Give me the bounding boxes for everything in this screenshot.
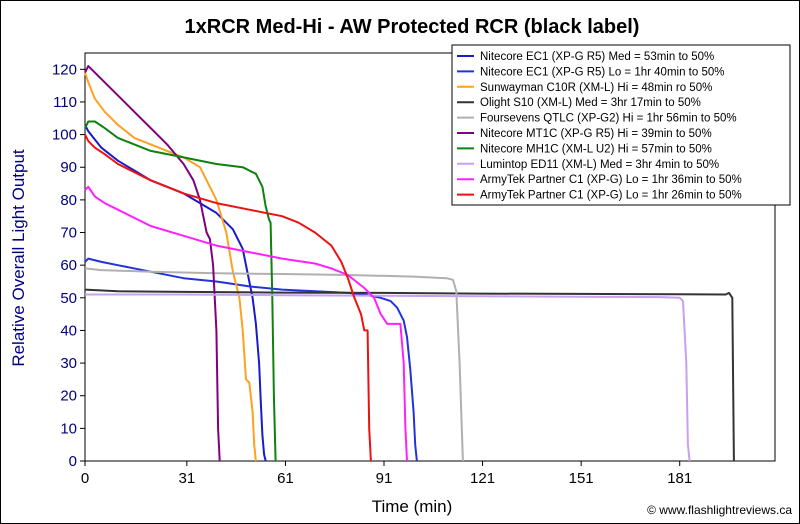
- legend-box: [451, 44, 791, 206]
- x-tick-label: 121: [470, 470, 495, 487]
- legend-entry-label: Nitecore EC1 (XP-G R5) Med = 53min to 50…: [480, 51, 714, 63]
- x-tick-label: 151: [569, 470, 594, 487]
- y-tick-label: 110: [53, 94, 77, 111]
- series-line: [84, 288, 735, 462]
- legend-entry-label: Nitecore MH1C (XM-L U2) Hi = 57min to 50…: [480, 143, 712, 155]
- series-lines: [84, 65, 735, 462]
- series-line: [84, 134, 372, 462]
- y-tick-label: 120: [52, 61, 77, 78]
- legend-entry-label: Nitecore MT1C (XP-G R5) Hi = 39min to 50…: [480, 128, 712, 140]
- legend-entry-label: ArmyTek Partner C1 (XP-G) Lo = 1hr 36min…: [480, 174, 742, 186]
- x-axis-ticks: 0 31 61 91 121 151 181: [81, 461, 692, 487]
- series-line: [84, 72, 257, 462]
- y-tick-label: 70: [60, 225, 77, 242]
- x-tick-label: 31: [179, 470, 196, 487]
- y-axis-label: Relative Overall Light Output: [9, 149, 28, 367]
- y-tick-label: 90: [60, 159, 77, 176]
- series-line: [84, 185, 408, 462]
- y-tick-label: 80: [60, 192, 77, 209]
- x-tick-label: 91: [376, 470, 393, 487]
- legend-entry-label: Nitecore EC1 (XP-G R5) Lo = 1hr 40min to…: [480, 66, 724, 78]
- legend-entry-label: ArmyTek Partner C1 (XP-G) Lo = 1hr 26min…: [480, 190, 742, 202]
- y-tick-label: 100: [52, 127, 77, 144]
- legend-entry-label: Sunwayman C10R (XM-L) Hi = 48min ro 50%: [480, 82, 712, 94]
- x-tick-label: 0: [81, 470, 89, 487]
- legend-entry-label: Foursevens QTLC (XP-G2) Hi = 1hr 56min t…: [480, 113, 737, 125]
- series-line: [85, 293, 691, 462]
- x-axis-label: Time (min): [372, 497, 453, 516]
- y-tick-label: 20: [60, 388, 77, 405]
- y-tick-label: 40: [60, 322, 77, 339]
- legend: Nitecore EC1 (XP-G R5) Med = 53min to 50…: [451, 44, 791, 206]
- x-tick-label: 61: [277, 470, 294, 487]
- y-tick-label: 50: [60, 290, 77, 307]
- series-line: [84, 120, 277, 462]
- legend-entry-label: Olight S10 (XM-L) Med = 3hr 17min to 50%: [480, 97, 701, 109]
- y-tick-label: 0: [69, 453, 77, 470]
- credit-text: © www.flashlightreviews.ca: [647, 503, 792, 517]
- series-line: [84, 65, 221, 462]
- y-tick-label: 10: [60, 420, 77, 437]
- chart-title: 1xRCR Med-Hi - AW Protected RCR (black l…: [185, 16, 640, 38]
- y-tick-label: 60: [60, 257, 77, 274]
- y-tick-label: 30: [60, 355, 77, 372]
- series-line: [84, 267, 464, 462]
- y-axis-ticks: 0 10 20 30 40 50 60 70 80 90 100 110 120: [52, 61, 85, 470]
- series-line: [84, 124, 267, 462]
- x-tick-label: 181: [667, 470, 692, 487]
- legend-entry-label: Lumintop ED11 (XM-L) Med = 3hr 4min to 5…: [480, 159, 719, 171]
